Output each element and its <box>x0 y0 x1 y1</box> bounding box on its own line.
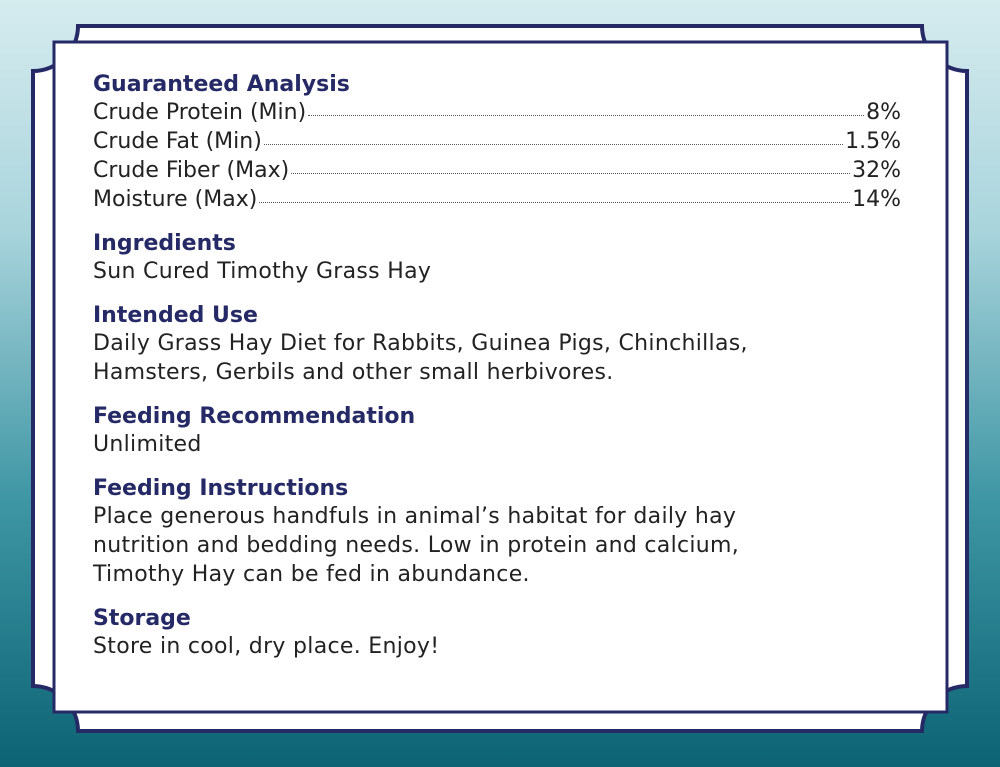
ingredients-heading: Ingredients <box>93 231 236 256</box>
ingredients-section: Ingredients Sun Cured Timothy Grass Hay <box>93 231 901 286</box>
storage-text: Store in cool, dry place. Enjoy! <box>93 634 440 659</box>
analysis-row: Crude Fiber (Max) 32% <box>93 156 901 185</box>
feeding-recommendation-text: Unlimited <box>93 432 202 457</box>
dot-leader <box>308 115 865 116</box>
feeding-instructions-line: nutrition and bedding needs. Low in prot… <box>93 533 740 558</box>
dot-leader <box>263 144 844 145</box>
feeding-instructions-line: Place generous handfuls in animal’s habi… <box>93 504 737 529</box>
ingredients-text: Sun Cured Timothy Grass Hay <box>93 259 432 284</box>
intended-use-section: Intended Use Daily Grass Hay Diet for Ra… <box>93 303 901 387</box>
guaranteed-analysis-heading: Guaranteed Analysis <box>93 72 350 97</box>
feeding-instructions-line: Timothy Hay can be fed in abundance. <box>93 562 530 587</box>
intended-use-line: Hamsters, Gerbils and other small herbiv… <box>93 360 614 385</box>
analysis-label: Crude Fat (Min) <box>93 129 262 154</box>
analysis-label: Crude Protein (Min) <box>93 100 307 125</box>
analysis-value: 32% <box>852 158 901 183</box>
analysis-value: 14% <box>852 187 901 212</box>
dot-leader <box>291 173 851 174</box>
storage-section: Storage Store in cool, dry place. Enjoy! <box>93 606 901 661</box>
intended-use-heading: Intended Use <box>93 303 258 328</box>
analysis-value: 1.5% <box>845 129 901 154</box>
label-content: Guaranteed Analysis Crude Protein (Min) 8… <box>93 72 901 661</box>
analysis-row: Crude Fat (Min) 1.5% <box>93 127 901 156</box>
analysis-value: 8% <box>866 100 901 125</box>
storage-heading: Storage <box>93 606 191 631</box>
dot-leader <box>259 202 851 203</box>
intended-use-line: Daily Grass Hay Diet for Rabbits, Guinea… <box>93 331 748 356</box>
feeding-instructions-section: Feeding Instructions Place generous hand… <box>93 476 901 589</box>
guaranteed-analysis-section: Guaranteed Analysis Crude Protein (Min) 8… <box>93 72 901 214</box>
analysis-label: Crude Fiber (Max) <box>93 158 290 183</box>
analysis-label: Moisture (Max) <box>93 187 258 212</box>
analysis-row: Crude Protein (Min) 8% <box>93 98 901 127</box>
feeding-instructions-heading: Feeding Instructions <box>93 476 349 501</box>
feeding-recommendation-heading: Feeding Recommendation <box>93 404 416 429</box>
analysis-row: Moisture (Max) 14% <box>93 185 901 214</box>
feeding-recommendation-section: Feeding Recommendation Unlimited <box>93 404 901 459</box>
